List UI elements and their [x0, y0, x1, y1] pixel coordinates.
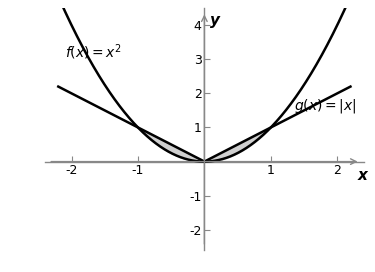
Text: $f(x) = x^2$: $f(x) = x^2$ [65, 42, 122, 62]
Text: $g(x) = |x|$: $g(x) = |x|$ [294, 97, 357, 115]
Text: x: x [357, 168, 368, 183]
Text: y: y [210, 13, 220, 28]
